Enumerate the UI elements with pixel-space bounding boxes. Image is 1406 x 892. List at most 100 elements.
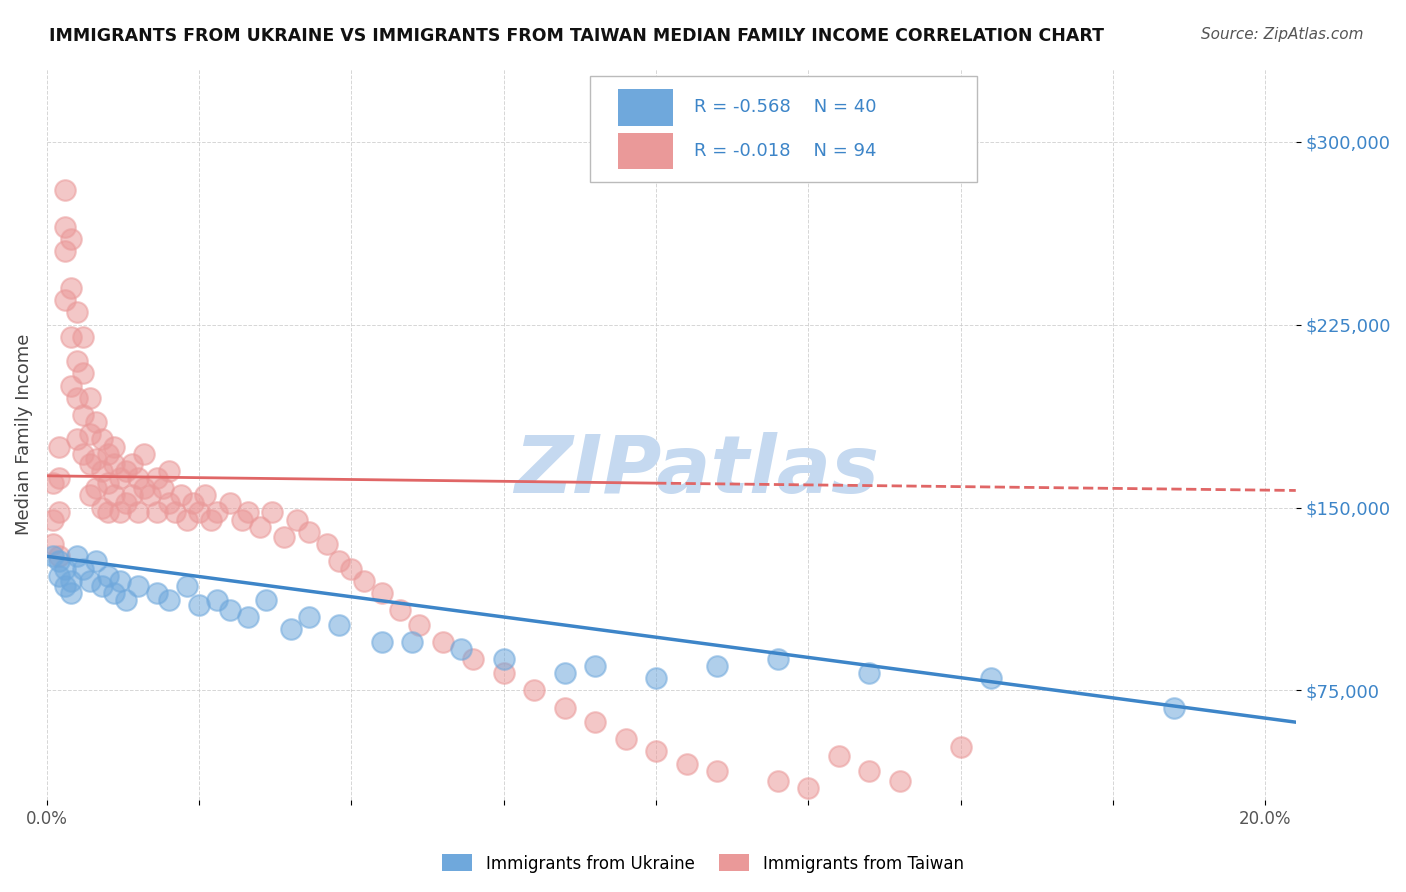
Point (145, 505, 167, 519)
Point (766, 652, 789, 666)
Point (53, 578, 76, 592)
Point (200, 513, 222, 527)
Point (48, 505, 70, 519)
Point (79, 457, 101, 471)
Point (157, 464, 180, 478)
Point (157, 496, 180, 510)
Point (53, 561, 76, 575)
Point (108, 574, 131, 588)
Point (218, 496, 240, 510)
FancyBboxPatch shape (617, 133, 672, 169)
Point (188, 505, 211, 519)
Point (645, 671, 668, 685)
Point (207, 505, 229, 519)
Point (60, 378, 83, 392)
Point (145, 471, 167, 485)
Point (389, 603, 412, 617)
Legend: Immigrants from Ukraine, Immigrants from Taiwan: Immigrants from Ukraine, Immigrants from… (436, 847, 970, 880)
Point (675, 756, 697, 771)
Point (152, 481, 174, 495)
Point (181, 496, 204, 510)
Point (127, 471, 149, 485)
Point (72, 561, 94, 575)
FancyBboxPatch shape (617, 89, 672, 126)
Point (316, 537, 339, 551)
Point (97, 569, 120, 583)
Point (66, 432, 89, 446)
Point (706, 764, 728, 778)
Point (170, 488, 193, 502)
Point (371, 634, 394, 648)
Point (163, 505, 186, 519)
FancyBboxPatch shape (591, 76, 977, 182)
Point (949, 739, 972, 754)
Point (90, 464, 112, 478)
Point (66, 354, 89, 368)
Point (48, 471, 70, 485)
Point (97, 447, 120, 461)
Point (157, 593, 180, 607)
Point (90, 578, 112, 592)
Point (176, 578, 198, 592)
Point (121, 457, 143, 471)
Point (188, 598, 211, 612)
Point (84, 481, 107, 495)
Point (90, 432, 112, 446)
Point (298, 610, 321, 624)
Point (66, 391, 89, 405)
Point (97, 476, 120, 491)
Text: Source: ZipAtlas.com: Source: ZipAtlas.com (1201, 27, 1364, 42)
Point (42, 476, 65, 491)
Point (492, 666, 515, 681)
Point (889, 773, 911, 788)
Point (858, 764, 880, 778)
Point (97, 505, 120, 519)
Point (79, 574, 101, 588)
Point (463, 652, 485, 666)
Point (90, 500, 112, 515)
Point (766, 773, 789, 788)
Point (103, 440, 125, 454)
Point (103, 488, 125, 502)
Point (523, 683, 546, 698)
Text: IMMIGRANTS FROM UKRAINE VS IMMIGRANTS FROM TAIWAN MEDIAN FAMILY INCOME CORRELATI: IMMIGRANTS FROM UKRAINE VS IMMIGRANTS FR… (49, 27, 1104, 45)
Point (103, 457, 125, 471)
Point (280, 623, 302, 637)
Point (72, 330, 94, 344)
Point (492, 652, 515, 666)
Point (115, 593, 138, 607)
Point (236, 505, 259, 519)
Point (115, 496, 138, 510)
Point (328, 617, 350, 632)
Y-axis label: Median Family Income: Median Family Income (15, 334, 32, 535)
Point (828, 749, 851, 764)
Point (60, 586, 83, 600)
Point (371, 586, 394, 600)
Point (980, 671, 1002, 685)
Point (285, 513, 308, 527)
Point (48, 569, 70, 583)
Point (797, 780, 820, 795)
Point (72, 447, 94, 461)
Point (53, 244, 76, 259)
Point (48, 549, 70, 564)
Point (554, 666, 576, 681)
Point (84, 451, 107, 466)
Point (53, 293, 76, 308)
Point (79, 427, 101, 442)
Point (127, 578, 149, 592)
Point (134, 481, 156, 495)
Point (79, 488, 101, 502)
Point (340, 561, 363, 575)
Text: R = -0.568    N = 40: R = -0.568 N = 40 (693, 98, 876, 116)
Point (48, 554, 70, 568)
Point (60, 281, 83, 295)
Point (645, 744, 668, 758)
Point (60, 574, 83, 588)
Point (408, 617, 430, 632)
Point (60, 330, 83, 344)
Text: ZIPatlas: ZIPatlas (513, 432, 879, 510)
Point (401, 634, 423, 648)
Point (60, 232, 83, 246)
Text: R = -0.018    N = 94: R = -0.018 N = 94 (693, 142, 876, 161)
